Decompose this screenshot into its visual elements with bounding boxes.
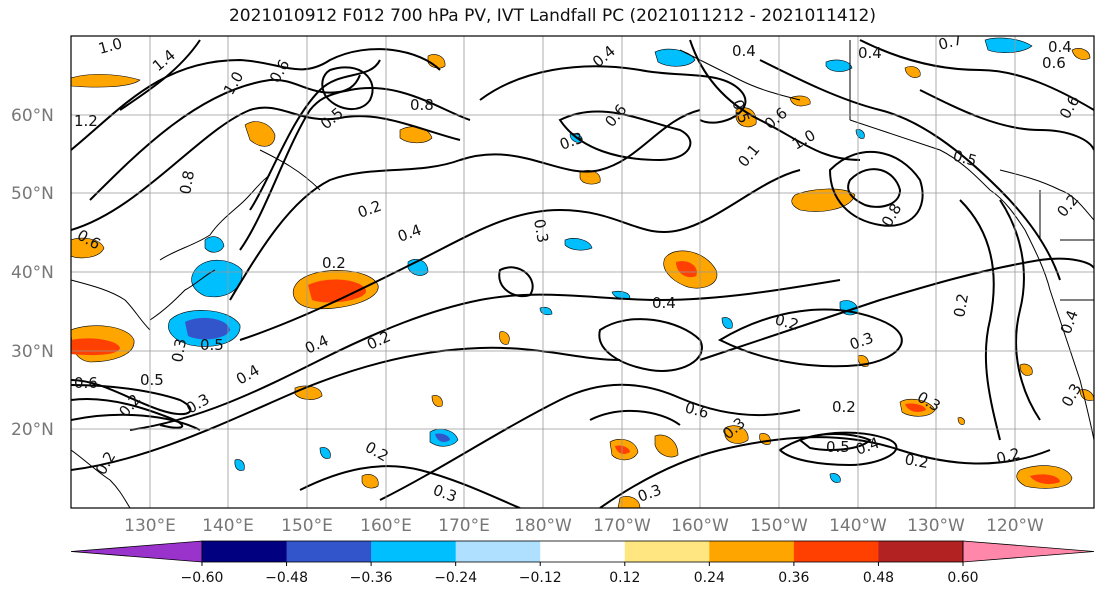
- lon-label: 130°E: [124, 516, 176, 536]
- contour-label: 0.4: [858, 44, 882, 62]
- colorbar-segment: [455, 541, 541, 562]
- colorbar-tick-label: 0.36: [778, 570, 809, 586]
- colorbar-tick-label: 0.24: [694, 570, 725, 586]
- contour-label: 0.8: [410, 96, 434, 114]
- contour-label: 0.2: [994, 444, 1022, 468]
- lon-label: 180°W: [514, 516, 572, 536]
- colorbar-tick-label: 0.12: [609, 570, 640, 586]
- contour-label: 0.2: [903, 450, 930, 472]
- colorbar-tick-label: −0.60: [181, 570, 224, 586]
- colorbar-tick-label: −0.24: [434, 570, 477, 586]
- colorbar-segment: [540, 541, 626, 562]
- map-title: 2021010912 F012 700 hPa PV, IVT Landfall…: [228, 6, 876, 26]
- map-content: 1.0 1.4 1.2 1.0 0.6 0.8 0.5 0.4 0.8 0.3 …: [71, 30, 1094, 508]
- contour-label: 0.7: [936, 30, 964, 54]
- contour-label: 0.5: [200, 336, 224, 354]
- lon-label: 170°E: [438, 516, 490, 536]
- colorbar-segment: [371, 541, 457, 562]
- contour-label: 0.6: [683, 398, 711, 422]
- lon-label: 120°W: [986, 516, 1044, 536]
- contour-label: 0.2: [773, 310, 801, 334]
- contour-label: 0.6: [1042, 54, 1066, 72]
- contour-label: 0.4: [652, 294, 676, 312]
- lat-label: 50°N: [11, 184, 54, 204]
- colorbar-tick-label: 0.60: [947, 570, 978, 586]
- lat-label: 60°N: [11, 106, 54, 126]
- contour-label: 0.2: [322, 254, 346, 272]
- colorbar-segment: [709, 541, 795, 562]
- coastlines: [71, 40, 1094, 508]
- colorbar: −0.60 −0.48 −0.36 −0.24 −0.12 0.12 0.24 0.36 0.4…: [70, 540, 1095, 586]
- colorbar-segment: [793, 541, 879, 562]
- lat-label: 30°N: [11, 342, 54, 362]
- map-grid: [71, 36, 1094, 508]
- contour-label: 0.2: [832, 398, 856, 416]
- map-frame: [70, 35, 1095, 509]
- shading-positive: [71, 48, 1094, 508]
- colorbar-extend-high: [962, 540, 1095, 563]
- colorbar-segment: [202, 541, 288, 562]
- colorbar-tick-label: −0.36: [350, 570, 393, 586]
- contour-label: 0.5: [826, 438, 850, 456]
- colorbar-extend-low: [70, 540, 203, 563]
- lon-label: 140°E: [202, 516, 254, 536]
- contour-label: 0.8: [176, 169, 198, 196]
- contour-label: 0.5: [951, 146, 979, 170]
- lon-label: 130°W: [907, 516, 965, 536]
- latitude-labels: 60°N 50°N 40°N 30°N 20°N: [11, 106, 54, 440]
- contour-label: 1.2: [74, 112, 98, 130]
- lon-label: 150°E: [281, 516, 333, 536]
- contour-label: 0.2: [950, 292, 972, 319]
- colorbar-border: [201, 540, 964, 563]
- lon-label: 160°W: [671, 516, 729, 536]
- contour-label: 0.5: [140, 371, 164, 389]
- contour-label: 0.6: [74, 374, 98, 392]
- colorbar-tick-label: 0.48: [863, 570, 894, 586]
- colorbar-tick-label: −0.48: [265, 570, 308, 586]
- contour-label: 1.0: [96, 34, 124, 58]
- longitude-labels: 130°E 140°E 150°E 160°E 170°E 180°W 170°…: [124, 516, 1044, 536]
- lat-label: 40°N: [11, 263, 54, 283]
- contour-label: 0.3: [530, 218, 552, 245]
- lon-label: 160°E: [360, 516, 412, 536]
- colorbar-segment: [878, 541, 964, 562]
- colorbar-segment: [624, 541, 710, 562]
- contour-label: 0.3: [168, 337, 190, 364]
- contour-label: 0.4: [1048, 38, 1072, 56]
- lat-label: 20°N: [11, 420, 54, 440]
- lon-label: 150°W: [750, 516, 808, 536]
- contour-label: 0.4: [732, 42, 756, 60]
- colorbar-segment: [286, 541, 372, 562]
- lon-label: 170°W: [593, 516, 651, 536]
- lon-label: 140°W: [829, 516, 887, 536]
- colorbar-tick-label: −0.12: [519, 570, 562, 586]
